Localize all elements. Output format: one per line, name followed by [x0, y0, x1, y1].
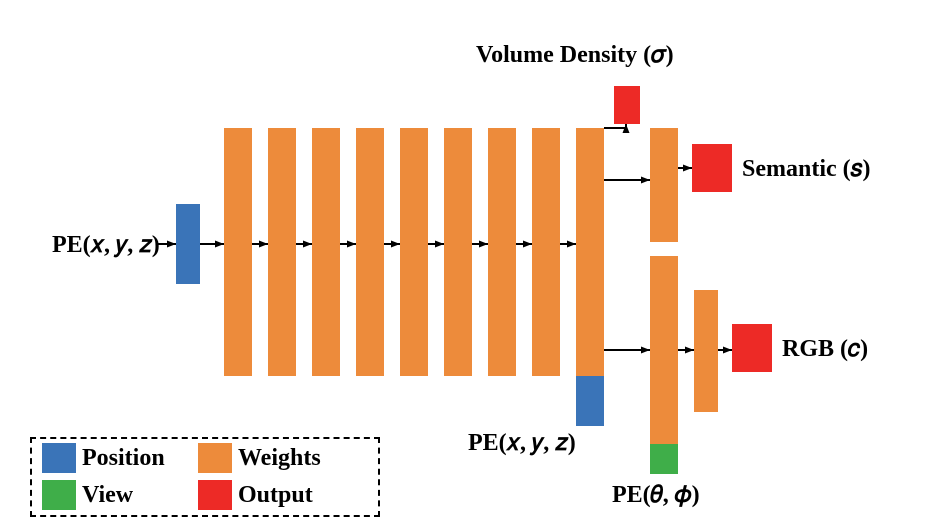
legend-item-view: View — [42, 480, 133, 510]
legend-label-weights: Weights — [238, 445, 321, 472]
legend-swatch-weights — [198, 443, 232, 473]
legend-label-position: Position — [82, 445, 165, 472]
legend-swatch-output — [198, 480, 232, 510]
legend-label-output: Output — [238, 482, 313, 509]
legend-item-weights: Weights — [198, 443, 321, 473]
legend-swatch-view — [42, 480, 76, 510]
legend-label-view: View — [82, 482, 133, 509]
legend-item-position: Position — [42, 443, 165, 473]
legend-swatch-position — [42, 443, 76, 473]
diagram-stage: PE(𝑥, 𝑦, 𝑧)PE(𝑥, 𝑦, 𝑧)PE(𝜃, 𝜙)Volume Den… — [0, 0, 930, 530]
legend-item-output: Output — [198, 480, 313, 510]
